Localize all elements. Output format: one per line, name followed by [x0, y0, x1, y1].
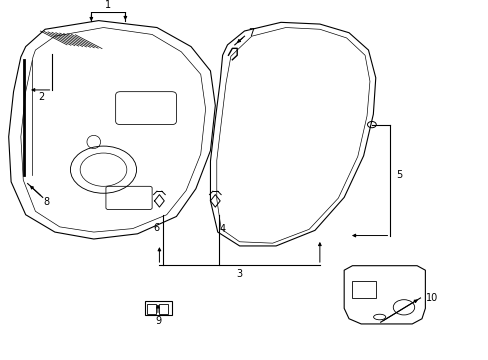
Bar — [147, 304, 156, 314]
Bar — [352, 281, 375, 298]
Text: 5: 5 — [395, 170, 402, 180]
Bar — [159, 304, 167, 314]
Text: 2: 2 — [38, 92, 44, 102]
Bar — [144, 301, 171, 315]
Text: 8: 8 — [43, 197, 49, 207]
Text: 10: 10 — [425, 293, 437, 303]
Text: 3: 3 — [236, 269, 242, 279]
Text: 7: 7 — [248, 28, 254, 39]
Text: 6: 6 — [153, 222, 159, 233]
Text: 4: 4 — [219, 224, 225, 234]
Text: 9: 9 — [155, 316, 161, 326]
Text: 1: 1 — [105, 0, 111, 10]
